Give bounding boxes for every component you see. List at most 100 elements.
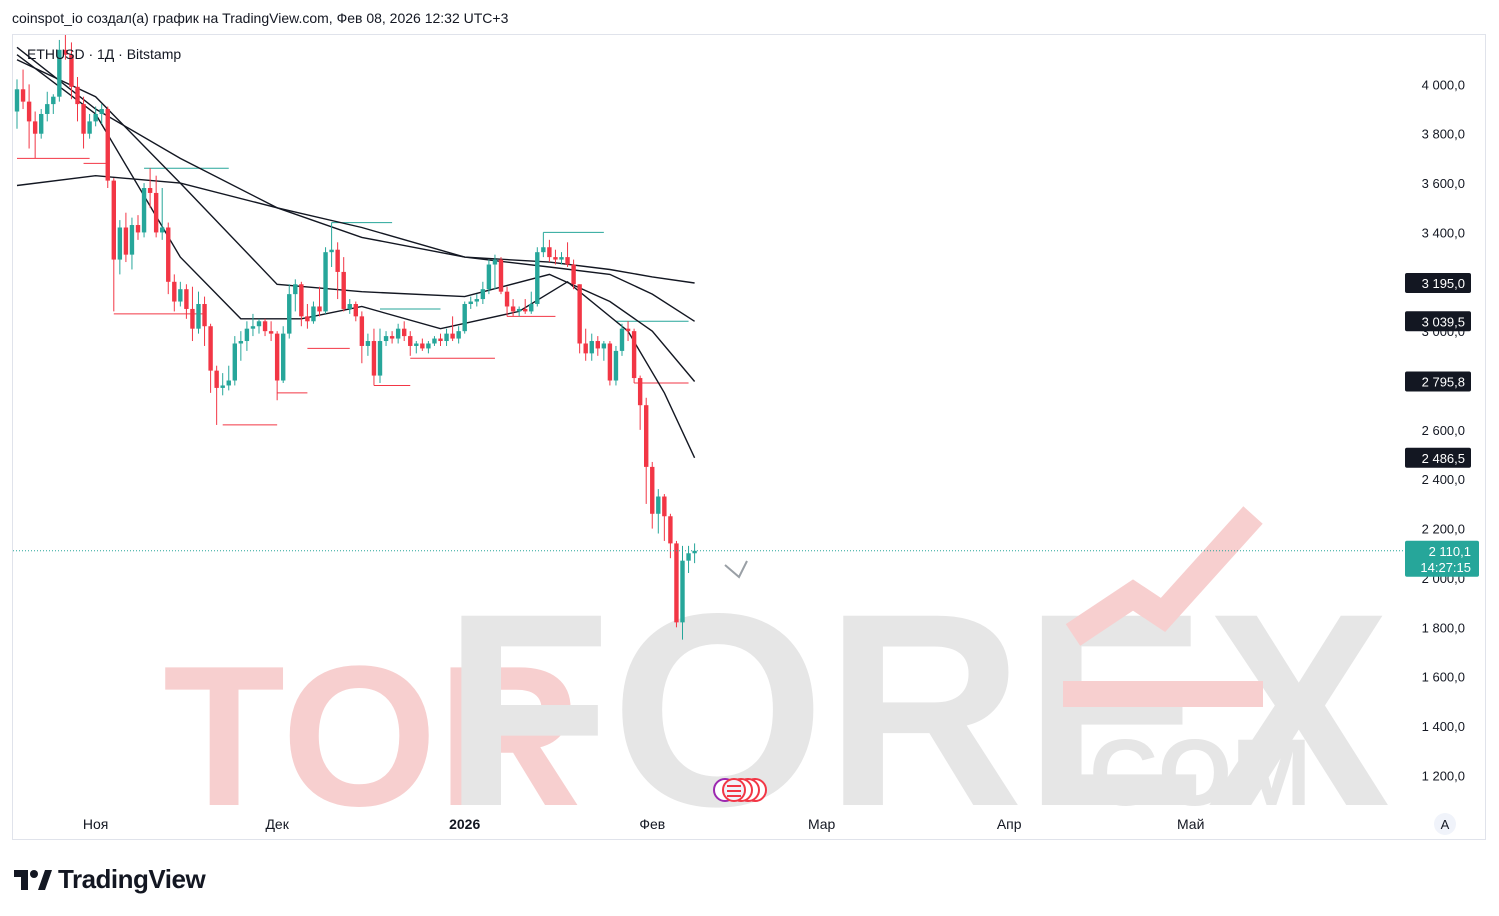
candle <box>250 313 256 337</box>
x-tick-label: Май <box>1177 816 1204 832</box>
candle-body <box>262 321 268 332</box>
price-chart[interactable]: TOR FOREX .COM 4 000,0 3 800,0 3 600,0 3 40… <box>13 35 1485 839</box>
candle-body <box>45 104 50 114</box>
countdown-timer: 14:27:15 <box>1420 560 1471 575</box>
candle <box>262 318 268 337</box>
candle <box>190 286 195 342</box>
candle <box>438 333 443 346</box>
y-tick-label: 2 200,0 <box>1422 522 1465 537</box>
candle-body <box>111 180 116 260</box>
candle-body <box>607 343 613 381</box>
candle-body <box>480 289 486 300</box>
candle-body <box>341 271 346 309</box>
candle <box>583 328 588 361</box>
candle <box>486 259 492 295</box>
candle-body <box>226 380 231 386</box>
candle-body <box>208 326 213 371</box>
candle-body <box>656 496 661 514</box>
candle <box>129 217 135 270</box>
candle <box>565 242 570 267</box>
candle-body <box>190 308 195 329</box>
candle <box>147 168 153 208</box>
candle-body <box>583 343 588 354</box>
ma-price-label-text: 3 195,0 <box>1422 276 1465 291</box>
candle-body <box>202 304 207 327</box>
candle <box>93 106 98 127</box>
candle <box>637 375 643 430</box>
candle-body <box>631 331 637 379</box>
last-price-label-bg <box>1405 540 1479 577</box>
price-axis[interactable]: 4 000,03 800,03 600,03 400,03 200,03 000… <box>1422 77 1465 783</box>
moving-average-line <box>16 46 695 322</box>
candle-body <box>347 304 352 309</box>
candle <box>75 76 80 122</box>
candle <box>244 321 250 351</box>
candle <box>395 323 401 344</box>
candle <box>226 365 231 391</box>
candle <box>432 336 437 346</box>
candle <box>69 42 74 100</box>
y-tick-label: 4 000,0 <box>1422 77 1465 92</box>
y-tick-label: 1 400,0 <box>1422 719 1465 734</box>
candle <box>389 331 395 344</box>
candle <box>462 301 467 334</box>
candle <box>662 494 667 541</box>
candle-body <box>250 326 256 329</box>
candle <box>408 331 413 356</box>
watermark-underline <box>1063 681 1263 707</box>
candle <box>650 461 655 529</box>
us-flag-stripe <box>727 790 741 792</box>
time-axis[interactable]: Ноя Дек 2026 Фев Мар Апр Май <box>83 816 1205 832</box>
candle <box>559 252 564 265</box>
candle-body <box>444 333 449 342</box>
candle-body <box>317 306 322 312</box>
candle <box>444 328 449 346</box>
candle-body <box>105 109 110 181</box>
candle-body <box>274 333 280 381</box>
candle-body <box>69 54 74 87</box>
candle-body <box>474 299 479 302</box>
candle <box>420 338 425 351</box>
tradingview-logo[interactable]: TradingView <box>14 864 206 895</box>
candle-body <box>589 341 594 354</box>
candle <box>317 286 322 317</box>
y-tick-label: 1 200,0 <box>1422 768 1465 783</box>
candle <box>20 69 26 110</box>
candle-body <box>141 188 147 233</box>
candle <box>571 259 576 290</box>
auto-scale-button[interactable] <box>1434 813 1456 835</box>
candle-body <box>395 328 401 339</box>
candle-body <box>153 192 159 233</box>
candle-body <box>462 304 467 332</box>
candle-body <box>486 264 492 290</box>
candle <box>232 336 237 386</box>
watermark-com: .COM <box>1063 720 1311 826</box>
candle <box>87 113 92 139</box>
candle-body <box>14 89 20 112</box>
candle <box>51 94 56 114</box>
candle-body <box>329 249 334 253</box>
candle <box>607 341 613 386</box>
watermark-tor: TOR <box>163 625 582 839</box>
candle-body <box>184 289 189 309</box>
y-tick-label: 3 400,0 <box>1422 225 1465 240</box>
symbol-legend[interactable]: ETHUSD · 1Д · Bitstamp <box>27 46 181 62</box>
candle-body <box>438 338 443 342</box>
candle-body <box>650 466 655 514</box>
candle <box>402 321 407 342</box>
auto-scale-label[interactable]: A <box>1441 817 1450 832</box>
candle-body <box>81 104 86 134</box>
candle-body <box>172 281 177 302</box>
candle <box>160 188 165 240</box>
candle <box>426 341 431 354</box>
candle <box>135 215 141 240</box>
y-tick-label: 2 600,0 <box>1422 423 1465 438</box>
candle-body <box>456 331 461 339</box>
x-tick-label: Апр <box>997 816 1022 832</box>
candle-body <box>232 343 237 381</box>
candle-body <box>129 225 135 255</box>
candle <box>32 111 38 159</box>
candle <box>541 232 546 258</box>
candle <box>516 306 522 317</box>
event-icons[interactable] <box>713 778 767 802</box>
